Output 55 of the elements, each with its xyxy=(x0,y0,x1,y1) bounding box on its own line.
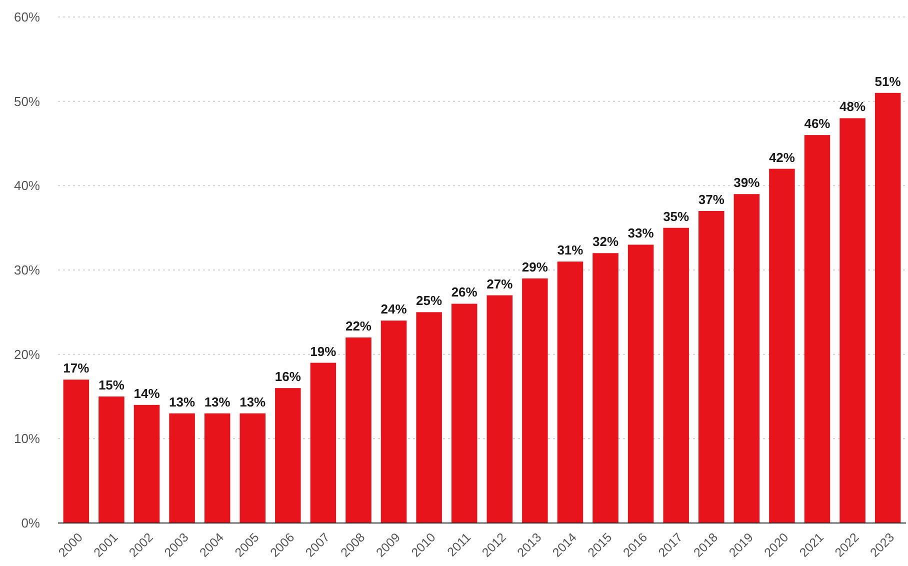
data-label: 25% xyxy=(416,293,443,308)
y-tick-label: 30% xyxy=(14,262,40,278)
data-label: 33% xyxy=(628,226,654,241)
data-label: 22% xyxy=(345,318,372,334)
data-label: 42% xyxy=(768,150,796,165)
data-label: 39% xyxy=(734,175,760,190)
data-label: 48% xyxy=(840,99,866,114)
bar xyxy=(310,362,336,523)
bar xyxy=(698,210,724,523)
bar xyxy=(134,404,160,523)
bar xyxy=(346,337,372,523)
y-tick-label: 60% xyxy=(14,10,40,25)
bar xyxy=(804,135,830,523)
bar xyxy=(592,253,618,523)
data-label: 29% xyxy=(522,259,548,274)
bar xyxy=(240,413,266,523)
bar xyxy=(380,320,407,523)
data-label: 19% xyxy=(310,344,337,359)
data-label: 13% xyxy=(169,394,196,410)
data-label: 31% xyxy=(557,242,584,258)
y-tick-label: 40% xyxy=(14,178,40,194)
data-label: 16% xyxy=(274,369,302,384)
data-label: 14% xyxy=(134,386,160,401)
data-label: 27% xyxy=(486,276,514,292)
bar xyxy=(557,262,584,523)
data-label: 32% xyxy=(592,234,619,250)
data-label: 51% xyxy=(874,74,902,89)
y-tick-label: 20% xyxy=(14,346,40,362)
data-label: 46% xyxy=(804,116,831,132)
bar xyxy=(416,312,442,523)
bar xyxy=(98,396,124,523)
bar xyxy=(663,228,689,523)
bar xyxy=(451,304,478,523)
bar xyxy=(734,194,760,523)
bar xyxy=(628,244,654,523)
bar xyxy=(522,278,548,523)
data-label: 17% xyxy=(63,360,90,376)
y-tick-label: 50% xyxy=(14,94,40,109)
data-label: 37% xyxy=(698,192,725,207)
bar xyxy=(769,168,795,523)
bar xyxy=(840,118,866,523)
bar xyxy=(486,295,513,523)
bar xyxy=(874,92,901,523)
data-label: 13% xyxy=(240,394,266,410)
data-label: 15% xyxy=(98,378,125,392)
bar xyxy=(275,388,301,523)
y-tick-label: 10% xyxy=(14,431,40,446)
data-label: 26% xyxy=(451,284,478,300)
data-label: 35% xyxy=(663,208,690,224)
bar xyxy=(204,413,230,523)
y-tick-label: 0% xyxy=(21,516,40,531)
data-label: 24% xyxy=(380,302,408,317)
bar xyxy=(63,380,90,523)
bar xyxy=(169,413,195,523)
data-label: 13% xyxy=(204,394,231,410)
